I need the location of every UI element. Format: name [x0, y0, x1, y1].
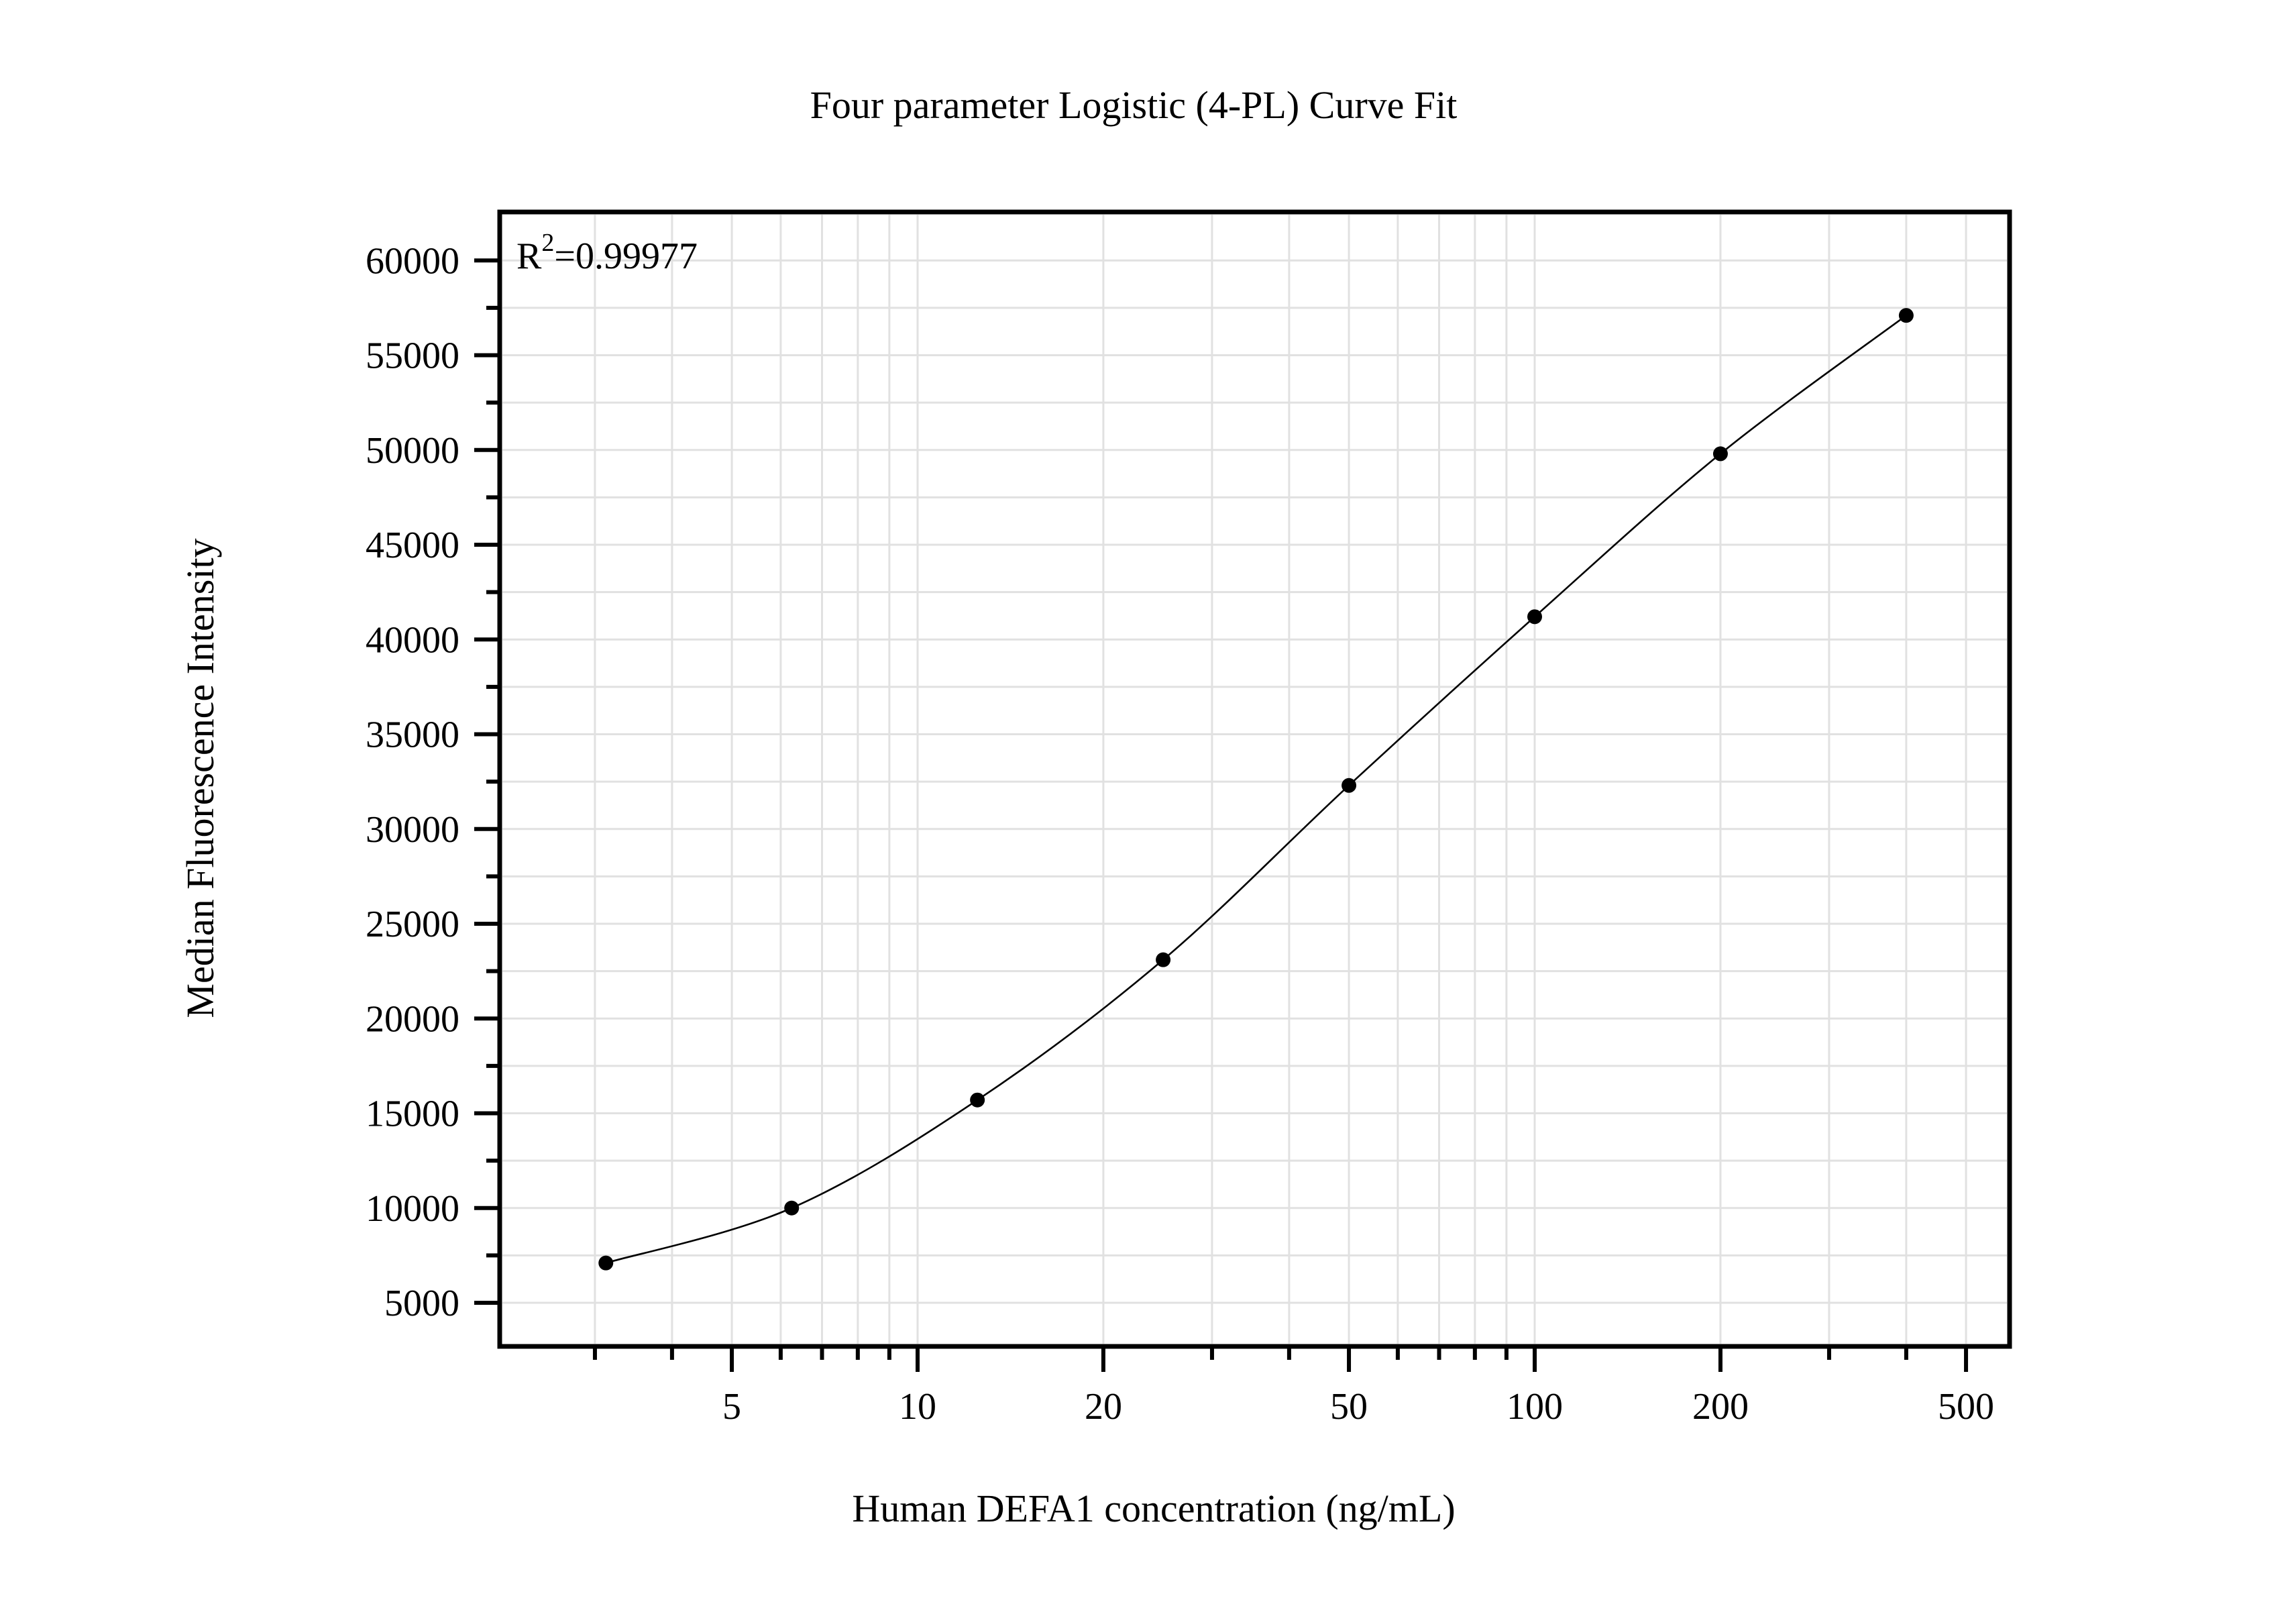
y-tick-label: 60000: [366, 240, 459, 282]
y-tick-label: 40000: [366, 619, 459, 661]
fit-curve-path: [605, 315, 1907, 1264]
y-tick-label: 35000: [366, 714, 459, 756]
x-tick-label: 50: [1330, 1386, 1368, 1428]
data-point: [1342, 778, 1357, 793]
grid-lines: [502, 215, 2007, 1344]
data-point: [970, 1092, 985, 1108]
y-tick-label: 5000: [384, 1283, 459, 1324]
data-point: [598, 1255, 614, 1271]
y-tick-label: 15000: [366, 1093, 459, 1135]
x-tick-label: 200: [1692, 1386, 1749, 1428]
data-point: [1527, 609, 1542, 625]
data-point: [784, 1200, 800, 1216]
fit-curve: [605, 315, 1907, 1264]
y-tick-label: 45000: [366, 525, 459, 566]
chart-title: Four parameter Logistic (4-PL) Curve Fit: [810, 83, 1458, 127]
axis-ticks: [474, 258, 1969, 1372]
y-axis-tick-labels: 5000 10000 15000 20000 25000 30000 35000 40000 4…: [366, 240, 459, 1324]
x-tick-label: 100: [1507, 1386, 1563, 1428]
plot-frame: [497, 209, 2012, 1349]
x-tick-label: 5: [722, 1386, 741, 1428]
data-point: [1156, 952, 1171, 967]
x-axis-tick-labels: 5 10 20 50 100 200 500: [722, 1386, 1994, 1428]
x-tick-label: 20: [1085, 1386, 1122, 1428]
y-tick-label: 50000: [366, 430, 459, 472]
x-tick-label: 500: [1938, 1386, 1994, 1428]
y-tick-label: 20000: [366, 998, 459, 1040]
r-squared-annotation: R2=0.99977: [516, 229, 698, 277]
y-tick-label: 10000: [366, 1188, 459, 1230]
y-tick-label: 30000: [366, 809, 459, 851]
data-point: [1712, 446, 1728, 462]
y-tick-label: 25000: [366, 904, 459, 945]
data-points: [598, 308, 1914, 1271]
y-axis-label: Median Fluorescence Intensity: [178, 538, 222, 1018]
data-point: [1898, 308, 1914, 323]
y-tick-label: 55000: [366, 335, 459, 377]
x-axis-label: Human DEFA1 concentration (ng/mL): [852, 1487, 1455, 1530]
x-tick-label: 10: [899, 1386, 936, 1428]
